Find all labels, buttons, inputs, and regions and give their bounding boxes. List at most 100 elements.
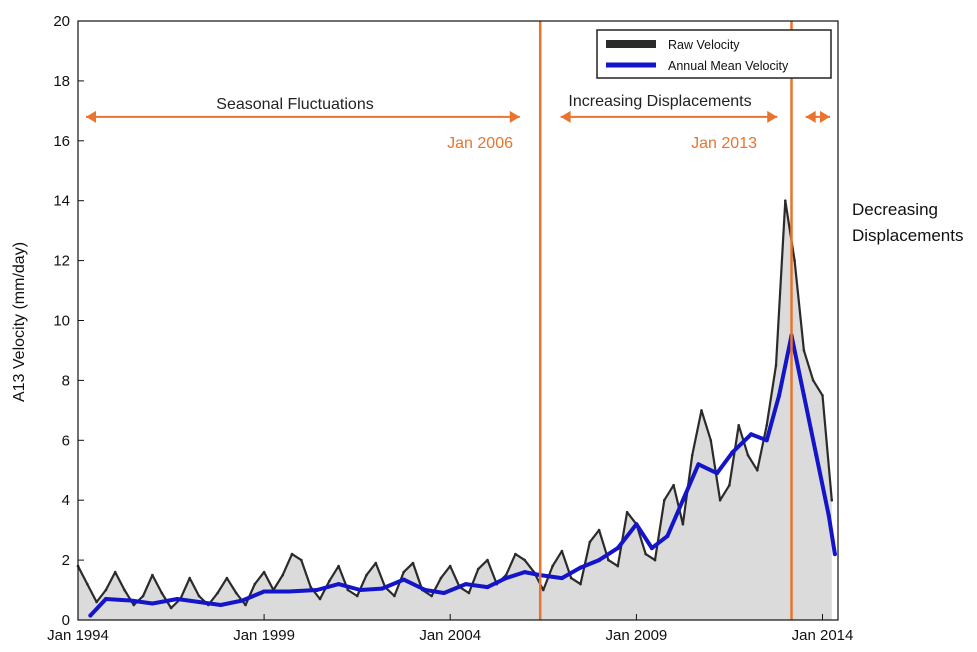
annual-mean-point [597,558,602,563]
raw-velocity-point [625,510,629,514]
raw-velocity-point [216,591,219,595]
raw-velocity-point [616,564,620,568]
raw-velocity-point [523,558,526,562]
raw-velocity-point [467,591,471,595]
raw-velocity-point [756,469,759,472]
raw-velocity-point [141,594,145,598]
raw-velocity-point [579,582,582,586]
raw-velocity-point [690,454,694,457]
annual-mean-point [442,591,446,595]
raw-velocity-point [253,582,257,586]
raw-velocity-point [718,498,722,502]
arrowhead-left [86,110,96,123]
raw-velocity-point [672,483,675,487]
raw-velocity-point [300,558,303,562]
annual-mean-point [615,546,620,551]
annual-mean-point [463,582,468,587]
raw-velocity-point [588,540,592,544]
jan-2013-label: Jan 2013 [691,135,757,152]
legend-label-raw: Raw Velocity [668,38,740,52]
annual-mean-point [485,585,490,590]
annual-mean-point [218,603,223,607]
raw-velocity-point [830,498,834,502]
annual-mean-point [423,588,428,592]
raw-velocity-point [802,349,806,352]
raw-velocity-point [560,549,564,553]
annual-mean-point [401,577,406,582]
legend: Raw Velocity Annual Mean Velocity [596,29,832,79]
raw-velocity-point [290,552,294,556]
annual-mean-point [730,450,735,455]
arrowhead-left [805,110,816,123]
raw-velocity-point [607,558,610,562]
raw-velocity-point [151,573,154,577]
annual-mean-point [358,588,363,592]
raw-velocity-point [709,439,713,442]
raw-velocity-point [653,558,657,562]
axes-group: 0 2 4 6 8 10 12 14 16 18 20 Jan 1994 Jan 1999 Jan 200… [47,13,853,644]
raw-velocity-point [439,576,443,580]
raw-velocity-point [337,564,340,568]
annual-mean-point [764,438,769,443]
raw-velocity-point [486,558,489,562]
decreasing-label-line2: Displacements [852,226,964,245]
raw-velocity-point [309,585,313,589]
raw-velocity-point [681,522,685,526]
raw-velocity-point [355,594,359,598]
annual-mean-point [380,586,384,591]
annual-mean-point [88,613,93,618]
raw-velocity-point [169,606,173,610]
y-axis-label: A13 Velocity (mm/day) [11,242,28,402]
raw-velocity-point [197,594,201,598]
raw-velocity-point [374,561,378,565]
annual-mean-point [197,600,201,604]
raw-velocity-series [76,199,834,610]
y-tick-label: 12 [53,253,70,270]
raw-velocity-point [86,582,89,586]
annual-mean-point [150,601,155,606]
annual-mean-point [559,576,564,581]
raw-velocity-point [448,564,452,568]
annual-mean-point [286,589,291,594]
y-tick-label: 4 [62,492,70,509]
x-tick-label: Jan 1994 [47,627,109,644]
y-tick-label: 8 [62,372,70,389]
annual-mean-point [578,565,583,570]
raw-velocity-point [514,552,517,556]
x-tick-label: Jan 2014 [792,627,854,644]
raw-velocity-point [774,364,778,367]
raw-velocity-point [346,588,350,592]
x-tick-label: Jan 1999 [233,627,295,644]
reference-lines [538,21,793,620]
raw-velocity-point [281,573,285,577]
raw-velocity-point [104,588,108,592]
raw-velocity-line [77,199,833,610]
legend-label-mean: Annual Mean Velocity [668,59,789,73]
raw-velocity-point [504,573,508,577]
raw-velocity-point [365,573,368,577]
raw-velocity-point [188,576,191,580]
raw-velocity-point [793,259,796,262]
annotation-group [86,110,830,123]
raw-velocity-point [476,567,480,571]
raw-velocity-point [569,576,573,580]
raw-velocity-point [393,594,396,598]
y-tick-label: 14 [53,193,70,210]
y-tick-label: 6 [62,432,70,449]
annual-mean-point [240,598,245,603]
raw-velocity-point [765,424,768,427]
raw-velocity-point [663,498,666,502]
arrowhead-left [560,110,571,123]
annual-mean-point [336,582,341,587]
y-tick-label: 18 [53,73,70,90]
annual-mean-point [777,393,782,398]
decreasing-label-line1: Decreasing [852,200,938,219]
y-tick-label: 16 [53,133,70,150]
annual-mean-point [128,598,133,603]
annual-mean-point [504,576,509,581]
annual-mean-point [314,588,319,592]
annual-mean-point [715,471,719,476]
annual-mean-point [801,393,806,398]
raw-velocity-point [737,424,740,427]
